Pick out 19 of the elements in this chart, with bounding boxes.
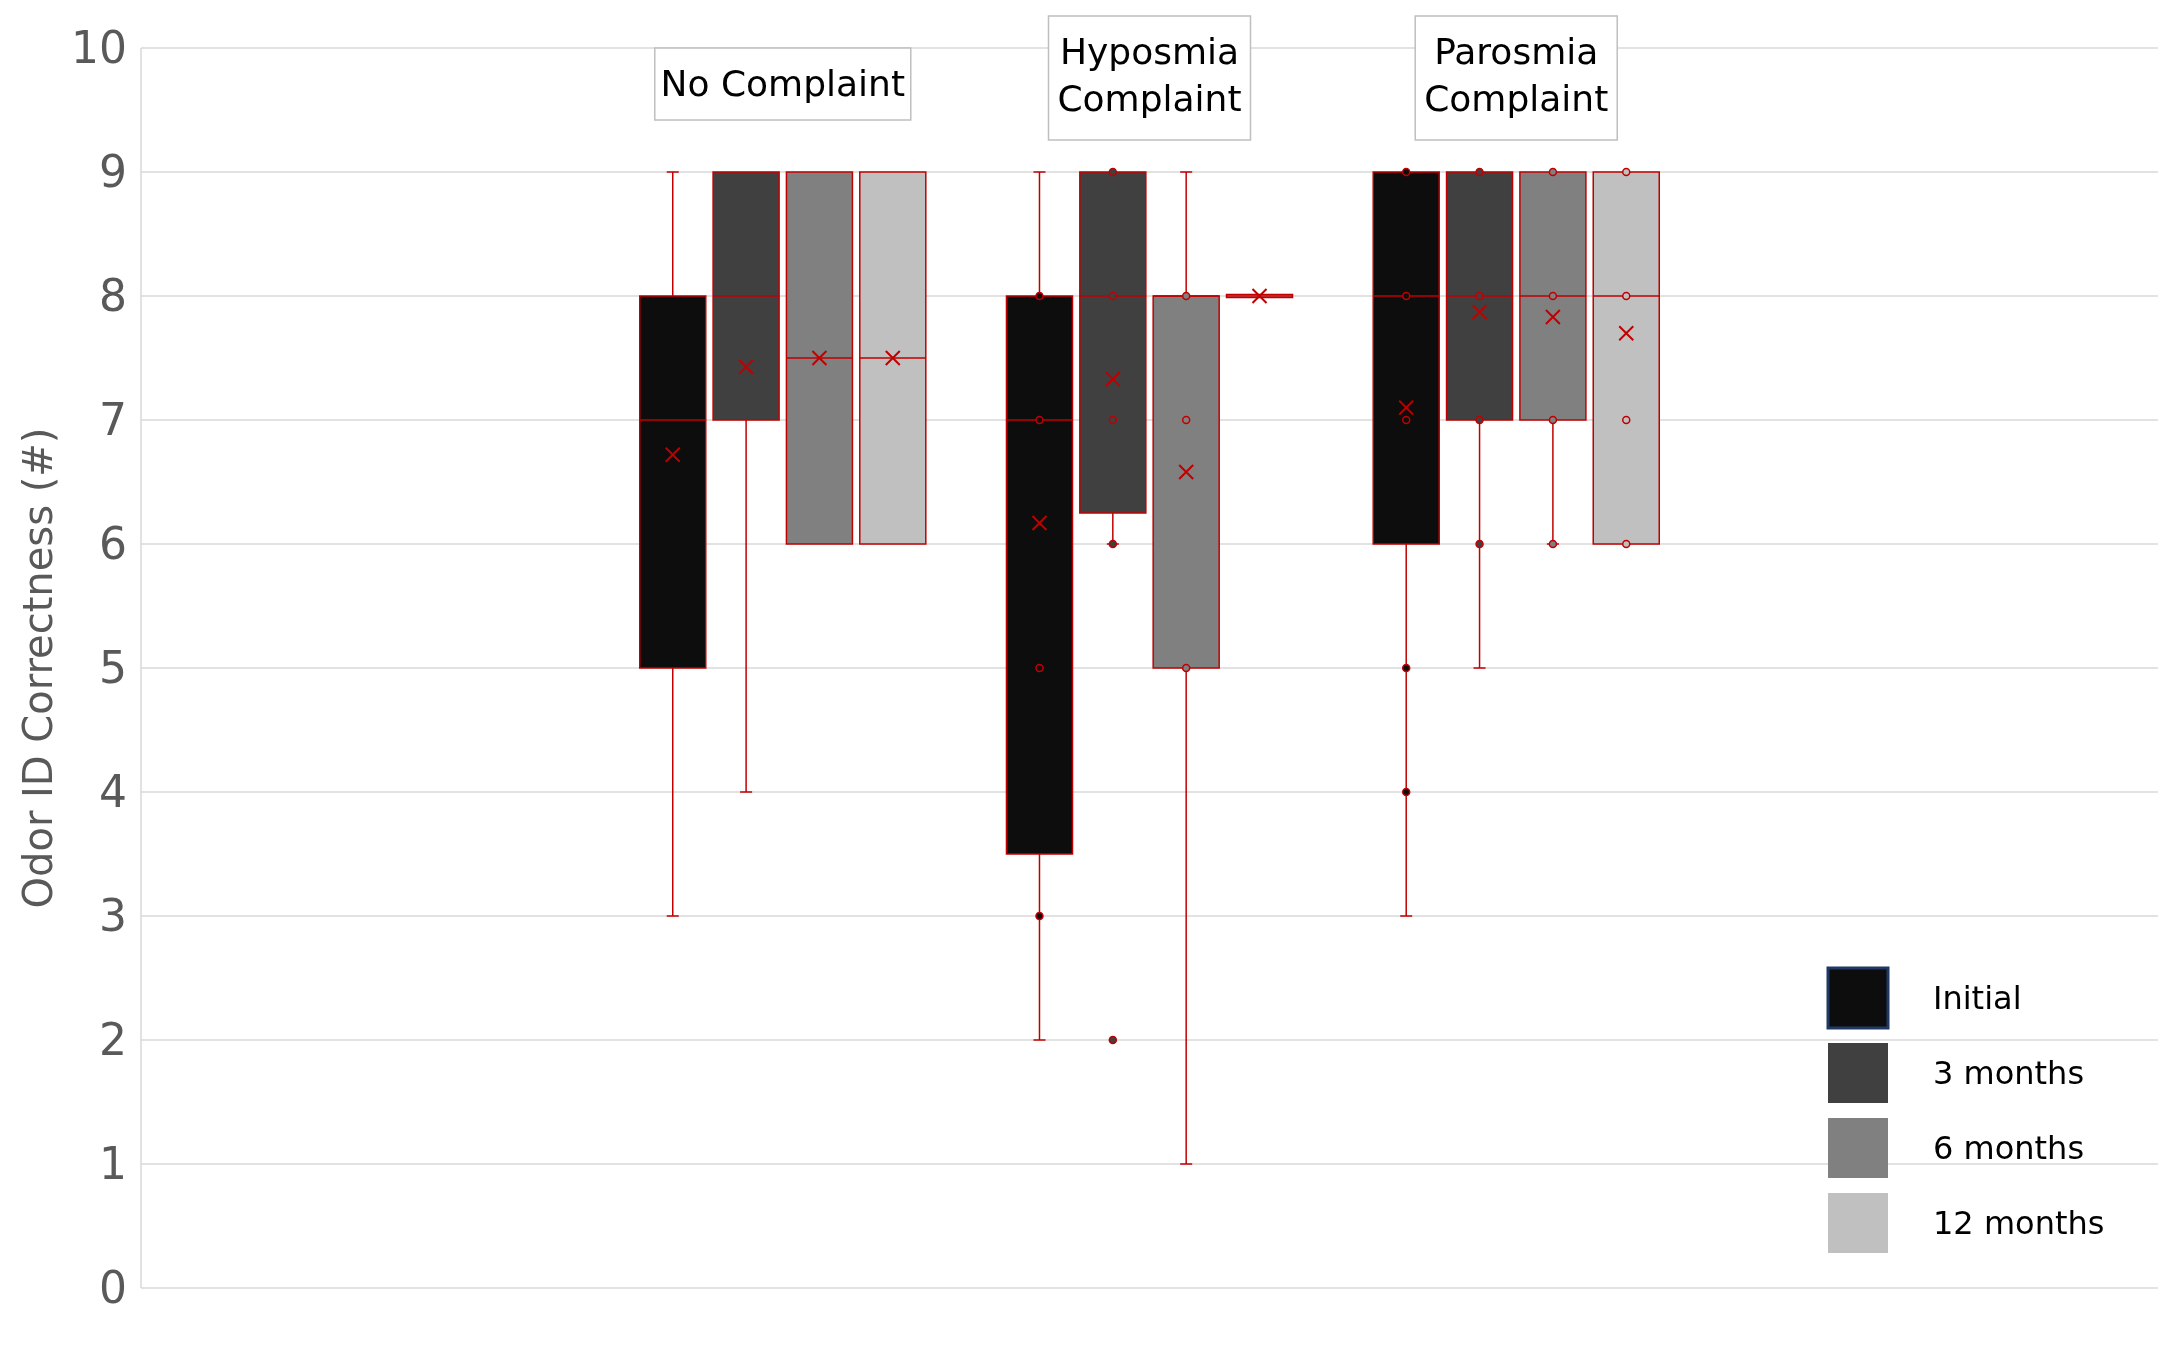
y-tick-label: 7 [99, 394, 127, 446]
x-tick-label: Hyposmia Complaint [1057, 30, 1242, 119]
y-tick-label: 10 [71, 22, 127, 74]
legend-label: Initial [1933, 979, 2022, 1018]
y-tick-label: 5 [99, 642, 127, 694]
y-tick-label: 8 [99, 270, 127, 322]
y-tick-label: 0 [99, 1262, 127, 1314]
y-tick-label: 1 [99, 1138, 127, 1190]
y-tick-label: 3 [99, 890, 127, 942]
legend-label: 3 months [1933, 1054, 2085, 1093]
y-tick-label: 6 [99, 518, 127, 570]
y-tick-label: 2 [99, 1014, 127, 1066]
y-tick-label: 9 [99, 146, 127, 198]
y-tick-label: 4 [99, 766, 127, 818]
x-tick-label: Parosmia Complaint [1424, 30, 1609, 119]
legend-label: 12 months [1933, 1204, 2105, 1243]
x-tick-label: No Complaint [660, 62, 906, 104]
y-axis-title: Odor ID Correctness (#) [15, 427, 61, 909]
legend-label: 6 months [1933, 1129, 2085, 1168]
